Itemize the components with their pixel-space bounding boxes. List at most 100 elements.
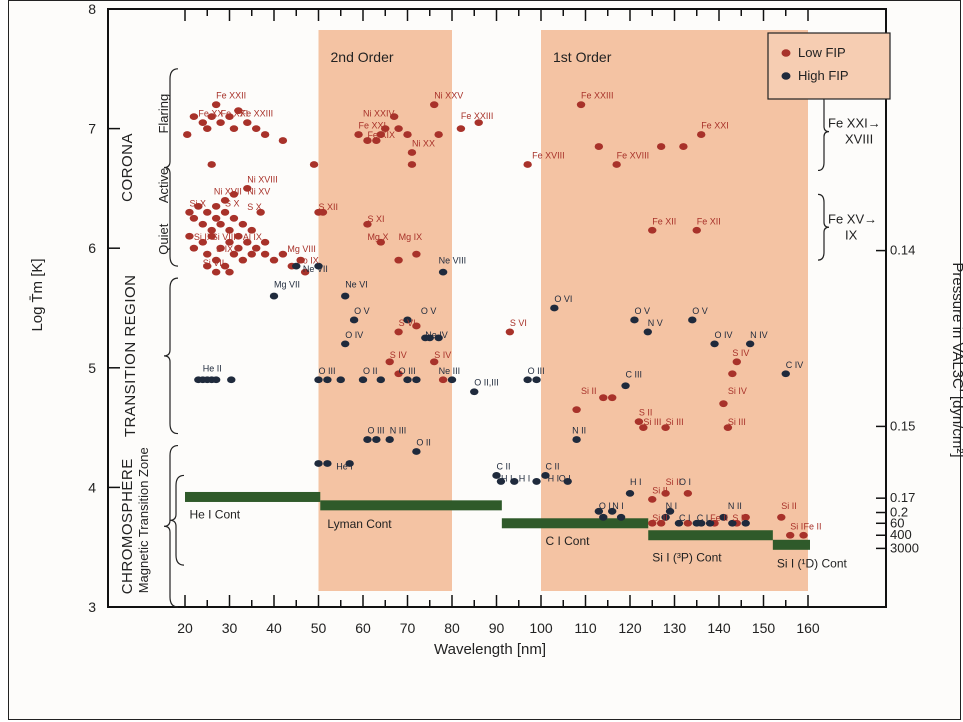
order-label-0: 2nd Order: [331, 49, 394, 65]
point-high-fip-53: [616, 513, 626, 521]
ion-label-58: O III: [528, 366, 545, 376]
point-high-fip-62: [741, 519, 750, 527]
x-tick-label-5: 70: [400, 620, 416, 636]
point-low-fip-19: [211, 202, 221, 210]
point-low-fip-18: [243, 185, 252, 192]
ion-label-91: S I: [732, 513, 743, 523]
ion-label-72: C II: [497, 461, 511, 471]
point-high-fip-56: [674, 519, 684, 527]
region-label-3: Magnetic Transition Zone: [136, 447, 151, 593]
ion-label-5: Fe XXI: [359, 121, 387, 131]
point-low-fip-96: [572, 406, 581, 414]
ion-label-13: Fe XXI: [701, 121, 729, 131]
ion-label-49: C IV: [786, 360, 804, 370]
ion-label-8: Fe XXIII: [461, 111, 494, 121]
point-low-fip-34: [256, 208, 265, 216]
ion-label-16: Ni XV: [247, 186, 270, 196]
point-low-fip-56: [211, 268, 221, 276]
ion-label-85: N II: [728, 501, 742, 511]
ion-label-63: S II: [639, 408, 653, 418]
point-low-fip-83: [612, 161, 621, 168]
point-low-fip-40: [207, 232, 216, 240]
y2-tick-label-2: 0.17: [890, 490, 915, 505]
y-tick-label-5: 8: [88, 1, 96, 17]
point-low-fip-84: [656, 143, 666, 150]
y2-tick-label-5: 400: [890, 527, 912, 542]
point-low-fip-61: [318, 208, 328, 216]
ion-label-20: S XII: [319, 202, 339, 212]
point-low-fip-111: [683, 519, 693, 527]
region-label-1: TRANSITION REGION: [122, 274, 139, 437]
point-low-fip-27: [216, 220, 225, 228]
point-low-fip-73: [403, 131, 412, 138]
ion-label-31: Si VII: [203, 258, 225, 268]
point-low-fip-51: [260, 250, 270, 258]
ion-label-78: H I: [630, 477, 642, 487]
point-high-fip-26: [523, 376, 532, 384]
ion-label-4: Ni XXIV: [363, 109, 395, 119]
point-high-fip-43: [345, 460, 354, 467]
point-low-fip-85: [679, 143, 688, 150]
point-low-fip-29: [225, 226, 234, 234]
point-high-fip-61: [728, 519, 737, 527]
point-low-fip-30: [229, 214, 239, 222]
order-bands: 2nd Order 1st Order: [318, 30, 808, 591]
x-tick-label-12: 140: [707, 620, 731, 636]
point-low-fip-45: [229, 250, 239, 258]
ion-label-14: Ni XVIII: [247, 174, 278, 184]
ion-label-43: O VI: [554, 294, 572, 304]
point-low-fip-4: [207, 113, 216, 121]
point-low-fip-11: [252, 125, 261, 132]
point-low-fip-58: [296, 256, 305, 264]
region-sub-label-0-1: Active: [156, 168, 171, 203]
point-high-fip-39: [412, 448, 421, 455]
ion-label-69: O II: [416, 438, 431, 448]
ion-label-7: Ni XXV: [434, 91, 463, 101]
ion-label-45: N V: [648, 318, 663, 328]
ion-label-47: O IV: [715, 330, 733, 340]
continua: He I Cont Lyman Cont C I Cont Si I (³P) Con…: [185, 491, 848, 571]
point-low-fip-99: [634, 418, 644, 426]
point-low-fip-49: [247, 250, 256, 258]
point-high-fip-40: [572, 436, 581, 443]
ion-label-2: Fe XXI: [221, 109, 249, 119]
ion-label-22: Fe XII: [652, 216, 676, 226]
ion-label-54: O II: [363, 366, 378, 376]
point-high-fip-19: [336, 376, 345, 384]
point-low-fip-36: [185, 232, 194, 240]
ion-label-87: Si II: [652, 513, 668, 523]
point-high-fip-36: [363, 436, 372, 443]
point-low-fip-5: [211, 101, 221, 109]
y-tick-label-3: 6: [88, 240, 96, 256]
ion-label-92: Si I: [790, 521, 803, 531]
y-tick-label-1: 4: [88, 479, 96, 495]
point-high-fip-32: [710, 340, 719, 348]
point-low-fip-35: [260, 238, 270, 246]
point-low-fip-80: [523, 161, 532, 168]
point-low-fip-47: [238, 256, 248, 264]
point-low-fip-21: [189, 214, 199, 222]
ion-label-67: O III: [367, 426, 384, 436]
ion-label-65: Si III: [666, 417, 684, 427]
point-low-fip-16: [220, 196, 230, 204]
point-low-fip-71: [389, 113, 399, 121]
point-high-fip-44: [492, 472, 501, 479]
ion-label-89: C I: [697, 513, 709, 523]
point-high-fip-41: [314, 460, 323, 467]
ion-label-83: O I: [599, 501, 611, 511]
point-low-fip-24: [203, 208, 212, 216]
region-sub-label-0-0: Flaring: [156, 94, 171, 134]
point-high-fip-58: [697, 519, 706, 527]
order-label-1: 1st Order: [553, 49, 612, 65]
ion-label-6: Fe XIX: [367, 130, 395, 140]
x-tick-label-6: 80: [444, 620, 460, 636]
x-tick-label-10: 120: [618, 620, 642, 636]
point-low-fip-28: [220, 208, 230, 216]
point-low-fip-12: [260, 131, 270, 138]
y2-tick-label-1: 0.15: [890, 418, 915, 433]
point-low-fip-67: [363, 137, 372, 144]
ion-label-18: S X: [225, 198, 240, 208]
point-low-fip-106: [648, 495, 657, 503]
x-tick-label-8: 100: [529, 620, 553, 636]
